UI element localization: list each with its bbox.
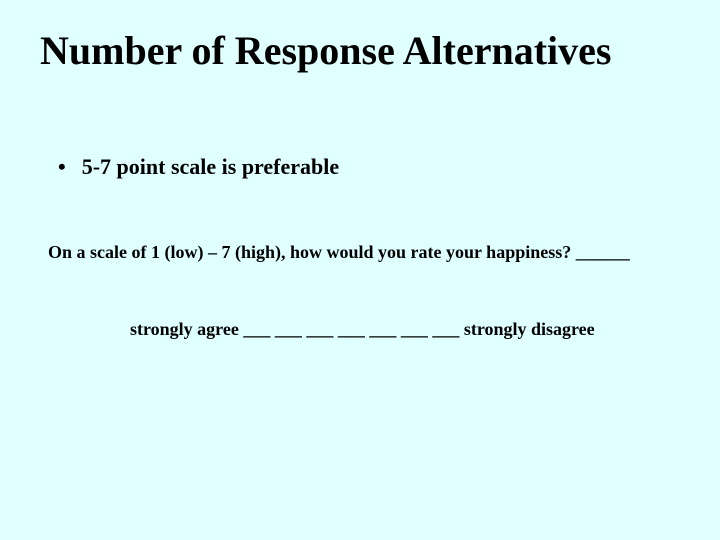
slide-container: Number of Response Alternatives • 5-7 po… <box>0 0 720 540</box>
scale-question-text: On a scale of 1 (low) – 7 (high), how wo… <box>40 242 680 263</box>
slide-title: Number of Response Alternatives <box>40 28 680 74</box>
bullet-item: • 5-7 point scale is preferable <box>40 154 680 180</box>
likert-scale-text: strongly agree ___ ___ ___ ___ ___ ___ _… <box>40 319 680 340</box>
bullet-text: 5-7 point scale is preferable <box>82 154 339 180</box>
bullet-marker: • <box>58 156 66 178</box>
